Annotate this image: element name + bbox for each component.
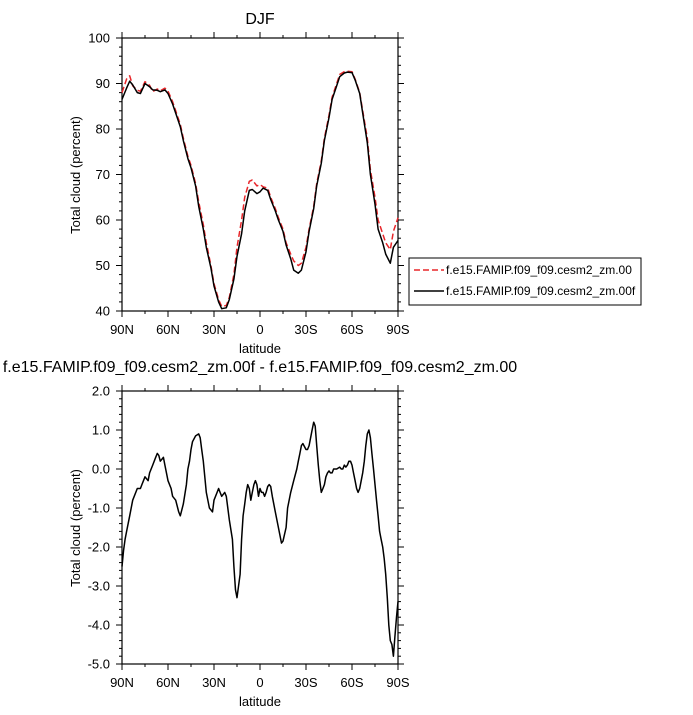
top-series-line-0 [121,70,399,308]
bottom-y-tick-label: -2.0 [88,540,110,555]
legend-label-series-1: f.e15.FAMIP.f09_f09.cesm2_zm.00f [446,284,636,298]
bottom-x-tick-label: 90S [386,675,409,690]
top-panel: DJF 90N 60N 30N 0 30S 60S 90S 40 50 60 70 80 90 100 T… [68,11,410,356]
bottom-y-tick-label: -1.0 [88,501,110,516]
top-y-tick-label: 100 [88,31,110,46]
top-x-tick-label: 60S [340,322,363,337]
bottom-series-line-0 [121,421,399,657]
bottom-panel: f.e15.FAMIP.f09_f09.cesm2_zm.00f - f.e15… [3,359,517,709]
top-x-tick-label: 30N [202,322,226,337]
top-x-axis-label: latitude [239,341,281,356]
bottom-x-tick-label: 60S [340,675,363,690]
top-plot-frame [121,37,399,312]
top-y-tick-label: 80 [96,122,110,137]
bottom-chart-title: f.e15.FAMIP.f09_f09.cesm2_zm.00f - f.e15… [3,359,517,376]
legend: f.e15.FAMIP.f09_f09.cesm2_zm.00 f.e15.FA… [408,257,642,306]
bottom-y-tick-label: 1.0 [92,423,110,438]
top-x-tick-label: 0 [256,322,263,337]
top-y-tick-label: 40 [96,304,110,319]
top-y-tick-label: 60 [96,213,110,228]
bottom-y-axis-label: Total cloud (percent) [68,469,83,587]
bottom-x-axis-label: latitude [239,694,281,709]
top-x-tick-label: 90N [110,322,134,337]
top-series-line-1 [121,71,399,310]
top-x-tick-label: 90S [386,322,409,337]
legend-box [408,257,642,306]
bottom-y-tick-label: -4.0 [88,618,110,633]
bottom-y-tick-label: -5.0 [88,657,110,672]
bottom-y-tick-label: 0.0 [92,462,110,477]
bottom-x-tick-label: 90N [110,675,134,690]
top-y-axis-label: Total cloud (percent) [68,116,83,234]
top-y-tick-label: 70 [96,167,110,182]
top-x-tick-label: 30S [294,322,317,337]
legend-label-series-0: f.e15.FAMIP.f09_f09.cesm2_zm.00 [446,263,632,277]
bottom-x-tick-label: 0 [256,675,263,690]
top-chart-title: DJF [245,11,275,28]
bottom-x-tick-label: 30S [294,675,317,690]
bottom-x-tick-label: 60N [156,675,180,690]
top-x-tick-label: 60N [156,322,180,337]
bottom-x-tick-label: 30N [202,675,226,690]
bottom-y-tick-label: -3.0 [88,579,110,594]
top-y-tick-label: 90 [96,76,110,91]
bottom-plot-frame [121,390,399,665]
top-y-tick-label: 50 [96,258,110,273]
bottom-y-tick-label: 2.0 [92,384,110,399]
